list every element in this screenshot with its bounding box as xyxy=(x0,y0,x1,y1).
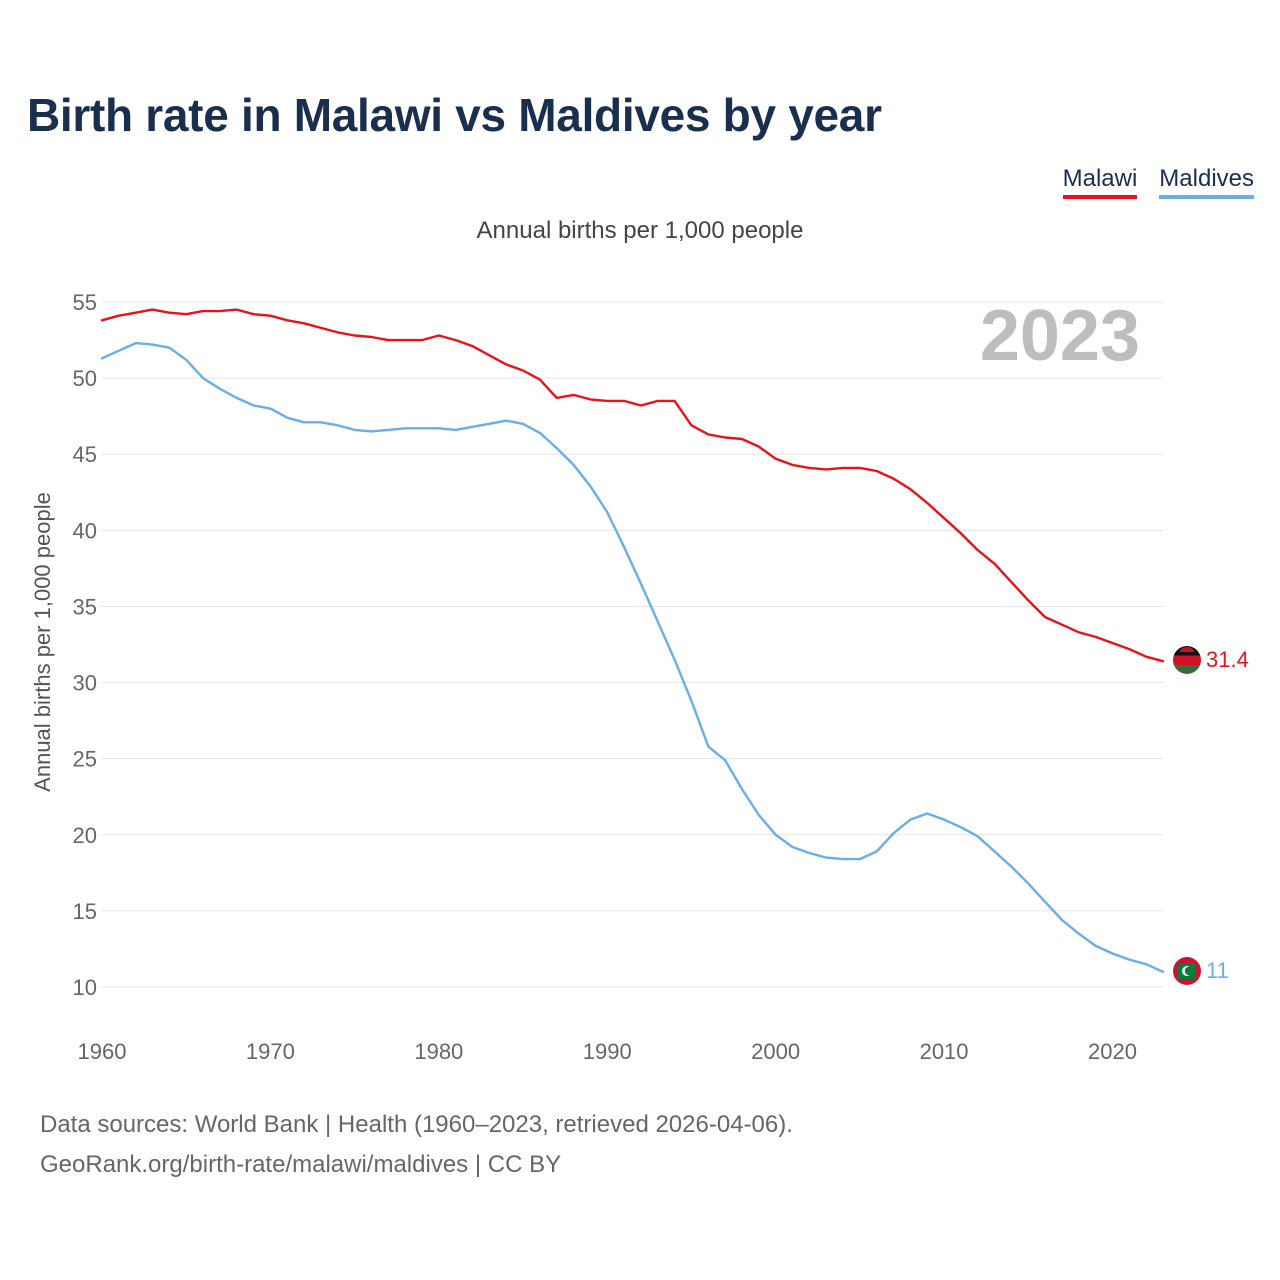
x-tick-1970: 1970 xyxy=(246,1039,295,1064)
x-tick-2000: 2000 xyxy=(751,1039,800,1064)
x-tick-1990: 1990 xyxy=(583,1039,632,1064)
y-tick-50: 50 xyxy=(73,366,97,391)
x-tick-1960: 1960 xyxy=(78,1039,127,1064)
series-line-malawi[interactable] xyxy=(100,308,1165,663)
y-tick-10: 10 xyxy=(73,975,97,1000)
x-tick-2010: 2010 xyxy=(920,1039,969,1064)
malawi-flag-icon xyxy=(1173,646,1201,674)
data-source-note: Data sources: World Bank | Health (1960–… xyxy=(40,1111,793,1138)
malawi-end-value: 31.4 xyxy=(1206,647,1249,672)
line-chart: 10 15 20 25 30 35 40 45 50 55 1960 1970 1980 1990 200… xyxy=(30,290,1249,1064)
legend: Malawi Maldives xyxy=(1062,165,1254,199)
maldives-end-value: 11 xyxy=(1206,958,1229,983)
source-url: GeoRank.org/birth-rate/malawi/maldives |… xyxy=(40,1151,562,1178)
y-tick-20: 20 xyxy=(73,823,97,848)
footer: Data sources: World Bank | Health (1960–… xyxy=(40,1105,793,1185)
y-axis-label: Annual births per 1,000 people xyxy=(30,492,55,792)
y-tick-25: 25 xyxy=(73,747,97,772)
x-tick-2020: 2020 xyxy=(1088,1039,1137,1064)
legend-item-maldives[interactable]: Maldives xyxy=(1159,165,1254,199)
series-line-maldives[interactable] xyxy=(100,341,1165,973)
y-tick-45: 45 xyxy=(73,442,97,467)
y-tick-35: 35 xyxy=(73,594,97,619)
y-tick-15: 15 xyxy=(73,899,97,924)
year-label: 2023 xyxy=(980,296,1140,376)
chart-subtitle: Annual births per 1,000 people xyxy=(476,217,804,244)
y-tick-55: 55 xyxy=(73,290,97,315)
x-tick-1980: 1980 xyxy=(414,1039,463,1064)
legend-item-malawi[interactable]: Malawi xyxy=(1062,165,1138,199)
maldives-flag-icon xyxy=(1173,957,1201,985)
chart-title: Birth rate in Malawi vs Maldives by year xyxy=(27,89,882,141)
y-tick-40: 40 xyxy=(73,518,97,543)
y-tick-30: 30 xyxy=(73,671,97,696)
